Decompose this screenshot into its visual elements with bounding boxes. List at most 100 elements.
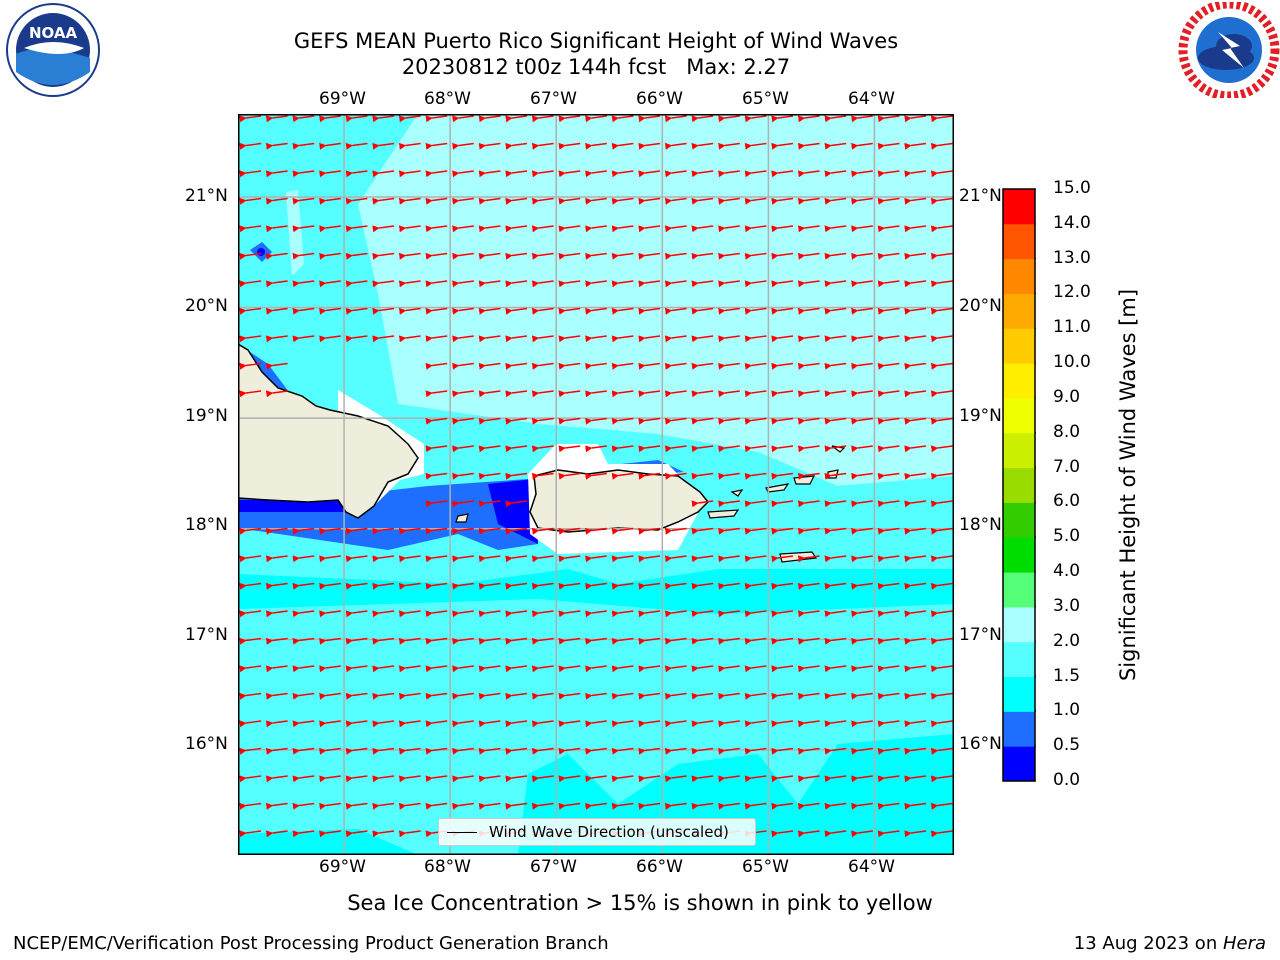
wind-wave-arrow: [398, 802, 421, 810]
wind-wave-arrow: [877, 720, 900, 728]
lat-label-left-19n: 19°N: [185, 406, 228, 426]
wind-wave-arrow: [239, 830, 262, 838]
wind-wave-arrow: [319, 775, 341, 783]
wind-wave-arrow: [558, 692, 581, 700]
wind-wave-arrow: [265, 692, 288, 700]
wind-wave-arrow: [478, 307, 501, 315]
wind-wave-arrow: [558, 802, 581, 810]
wind-wave-arrow: [744, 170, 767, 178]
colorbar-tick-label: 0.0: [1053, 770, 1081, 790]
wind-wave-arrow: [505, 500, 528, 508]
wind-wave-arrow: [797, 307, 820, 315]
wind-wave-arrow: [505, 637, 528, 645]
wind-wave-arrow: [531, 472, 554, 480]
wind-wave-arrow: [744, 390, 767, 398]
wind-wave-arrow: [877, 307, 900, 315]
wind-wave-arrow: [505, 747, 528, 755]
wind-wave-arrow: [372, 555, 395, 563]
wind-wave-arrow: [558, 307, 581, 315]
wind-wave-arrow: [398, 280, 421, 288]
wind-wave-arrow: [292, 637, 315, 645]
wind-wave-arrow: [585, 307, 607, 315]
wind-wave-arrow: [877, 390, 900, 398]
wind-wave-arrow: [292, 665, 315, 673]
wind-wave-arrow: [239, 115, 262, 123]
wind-wave-arrow: [824, 225, 847, 233]
wind-wave-arrow: [398, 720, 421, 728]
wind-wave-arrow: [265, 582, 288, 590]
wind-wave-arrow: [452, 197, 474, 205]
wind-wave-arrow: [797, 582, 820, 590]
wind-wave-arrow: [824, 665, 847, 673]
lat-label-left-20n: 20°N: [185, 296, 228, 316]
wind-wave-arrow: [611, 280, 634, 288]
wind-wave-arrow: [797, 720, 820, 728]
wind-wave-arrow: [638, 142, 661, 150]
wind-wave-arrow: [372, 252, 395, 260]
wind-wave-arrow: [691, 197, 714, 205]
wind-wave-arrow: [718, 307, 740, 315]
wind-wave-arrow: [585, 637, 607, 645]
wind-wave-arrow: [851, 610, 873, 618]
wind-wave-arrow: [904, 390, 927, 398]
wind-wave-arrow: [611, 637, 634, 645]
wind-wave-arrow: [877, 170, 900, 178]
wind-wave-arrow: [265, 775, 288, 783]
wind-wave-arrow: [292, 252, 315, 260]
wind-wave-arrow: [718, 665, 740, 673]
lat-label-right-20n: 20°N: [959, 296, 1002, 316]
wind-wave-arrow: [452, 472, 474, 480]
wind-wave-arrow: [851, 197, 873, 205]
wind-wave-arrow: [877, 335, 900, 343]
wind-wave-arrow: [851, 252, 873, 260]
wind-wave-arrow: [452, 115, 474, 123]
wind-wave-arrow: [877, 445, 900, 453]
wind-wave-arrow: [638, 610, 661, 618]
wind-wave-arrow: [718, 362, 740, 370]
wind-wave-arrow: [638, 280, 661, 288]
wind-wave-arrow: [718, 445, 740, 453]
wind-wave-arrow: [585, 170, 607, 178]
wind-wave-arrow: [372, 775, 395, 783]
colorbar-tick-label: 2.0: [1053, 630, 1081, 651]
wind-wave-arrow: [664, 637, 687, 645]
colorbar-tick-label: 3.0: [1053, 595, 1081, 616]
wind-wave-arrow: [292, 610, 315, 618]
wind-wave-arrow: [505, 775, 528, 783]
wind-wave-arrow: [638, 747, 661, 755]
wind-wave-arrow: [638, 555, 661, 563]
wind-wave-arrow: [558, 417, 581, 425]
wind-wave-arrow: [425, 665, 448, 673]
wind-wave-arrow: [930, 390, 953, 398]
wind-wave-arrow: [664, 775, 687, 783]
wind-wave-arrow: [664, 445, 687, 453]
lon-label-top-66w: 66°W: [636, 89, 683, 109]
wind-wave-arrow: [345, 637, 368, 645]
wind-wave-arrow: [664, 555, 687, 563]
wind-wave-arrow: [345, 830, 368, 838]
wind-wave-arrow: [345, 170, 368, 178]
colorbar-band: [1003, 258, 1035, 294]
wind-wave-arrow: [398, 775, 421, 783]
wind-wave-arrow: [877, 610, 900, 618]
wind-wave-arrow: [904, 225, 927, 233]
wind-wave-arrow: [771, 197, 794, 205]
noaa-logo-text: NOAA: [29, 24, 78, 42]
wind-wave-arrow: [930, 500, 953, 508]
wind-wave-arrow: [505, 197, 528, 205]
colorbar-band: [1003, 572, 1035, 608]
wind-wave-arrow: [797, 500, 820, 508]
wind-wave-arrow: [930, 142, 953, 150]
wind-wave-arrow: [452, 692, 474, 700]
wind-wave-arrow: [558, 472, 581, 480]
wind-wave-arrow: [718, 555, 740, 563]
wind-wave-arrow: [558, 720, 581, 728]
wind-wave-arrow: [824, 582, 847, 590]
wind-wave-arrow: [718, 637, 740, 645]
wind-wave-arrow: [638, 775, 661, 783]
wind-wave-arrow: [265, 225, 288, 233]
wind-wave-arrow: [824, 280, 847, 288]
wind-wave-arrow: [558, 225, 581, 233]
wind-wave-arrow: [851, 445, 873, 453]
wind-wave-arrow: [904, 335, 927, 343]
